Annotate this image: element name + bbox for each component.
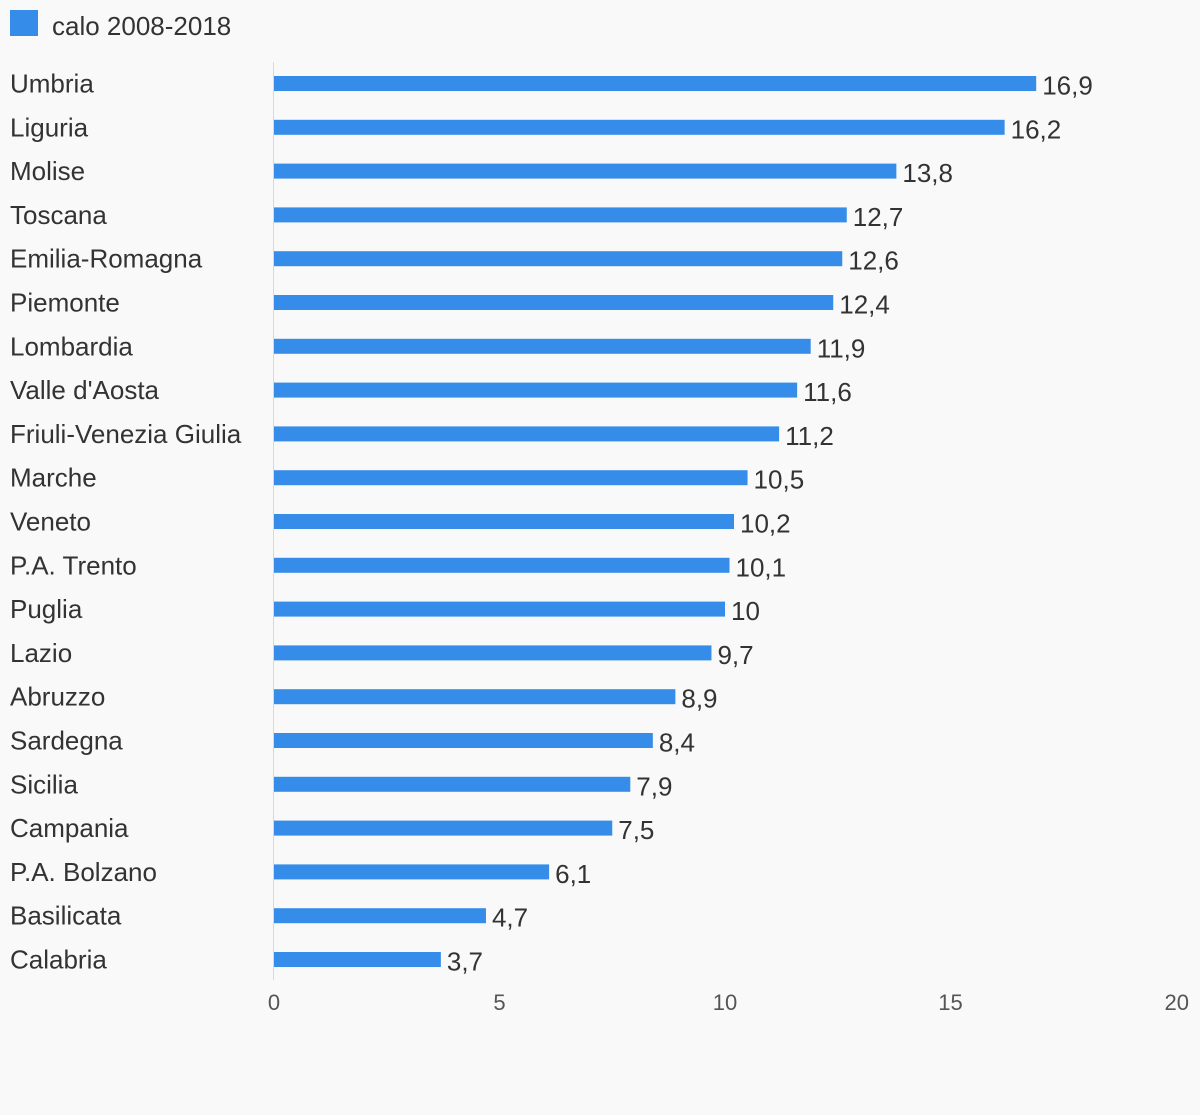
category-label: P.A. Trento [10, 550, 137, 580]
tick-label: 10 [713, 990, 737, 1015]
bar [274, 689, 676, 705]
category-label: Calabria [10, 945, 107, 975]
category-label: Lombardia [10, 331, 133, 361]
data-label: 9,7 [717, 640, 753, 670]
category-label: Piemonte [10, 288, 120, 318]
data-label: 6,1 [555, 859, 591, 889]
data-label: 12,4 [839, 290, 890, 320]
category-label: Veneto [10, 507, 91, 537]
bar [274, 382, 798, 398]
bar [274, 645, 712, 661]
category-label: Basilicata [10, 901, 122, 931]
category-label: Liguria [10, 112, 89, 142]
x-axis-ticks: 0 5 10 15 20 [268, 990, 1189, 1015]
bar [274, 295, 834, 310]
data-label: 11,2 [785, 421, 834, 451]
data-label: 8,4 [659, 728, 695, 758]
category-label: Sardegna [10, 726, 123, 756]
data-label: 7,5 [618, 815, 654, 845]
category-label: Emilia-Romagna [10, 244, 203, 274]
category-label: Molise [10, 156, 85, 186]
data-label: 4,7 [492, 903, 528, 933]
bar [274, 952, 441, 967]
bar [274, 864, 550, 880]
bar [274, 163, 897, 179]
category-label: Valle d'Aosta [10, 375, 160, 405]
data-label: 10 [731, 596, 760, 626]
legend-swatch [10, 10, 38, 36]
bar [274, 514, 735, 529]
bars [274, 76, 1037, 967]
bar [274, 76, 1037, 91]
category-label: Sicilia [10, 769, 78, 799]
data-label: 10,1 [736, 552, 787, 582]
data-label: 12,6 [848, 246, 899, 276]
bar [274, 601, 725, 617]
tick-label: 20 [1165, 990, 1189, 1015]
bar [274, 733, 653, 748]
category-label: Lazio [10, 638, 72, 668]
bar [274, 338, 811, 354]
bar [274, 908, 486, 924]
tick-label: 15 [938, 990, 962, 1015]
data-label: 11,6 [803, 377, 852, 407]
category-label: Marche [10, 463, 97, 493]
data-label: 16,9 [1042, 71, 1093, 101]
bar [274, 119, 1005, 135]
bar [274, 207, 847, 223]
data-label: 3,7 [447, 947, 483, 977]
data-label: 7,9 [636, 771, 672, 801]
bar [274, 470, 748, 486]
category-label: Puglia [10, 594, 83, 624]
data-label: 10,5 [754, 465, 805, 495]
category-label: Umbria [10, 69, 94, 99]
category-label: Abruzzo [10, 682, 105, 712]
data-label: 12,7 [853, 202, 904, 232]
legend-label: calo 2008-2018 [52, 11, 231, 41]
bar [274, 776, 631, 792]
category-labels: Umbria Liguria Molise Toscana Emilia-Romagna… [10, 69, 242, 975]
data-label: 8,9 [681, 684, 717, 714]
category-label: P.A. Bolzano [10, 857, 157, 887]
bar [274, 557, 730, 573]
tick-label: 5 [493, 990, 505, 1015]
legend: calo 2008-2018 [10, 10, 231, 41]
data-labels: 16,9 16,2 13,8 12,7 12,6 12,4 11,9 11,6 11,2 10,5… [447, 71, 1093, 977]
data-label: 16,2 [1011, 114, 1062, 144]
bar [274, 820, 613, 836]
category-label: Friuli-Venezia Giulia [10, 419, 242, 449]
category-label: Campania [10, 813, 129, 843]
data-label: 11,9 [817, 333, 866, 363]
data-label: 10,2 [740, 509, 791, 539]
category-label: Toscana [10, 200, 107, 230]
data-label: 13,8 [902, 158, 953, 188]
bar [274, 426, 780, 442]
bar [274, 251, 843, 267]
tick-label: 0 [268, 990, 280, 1015]
